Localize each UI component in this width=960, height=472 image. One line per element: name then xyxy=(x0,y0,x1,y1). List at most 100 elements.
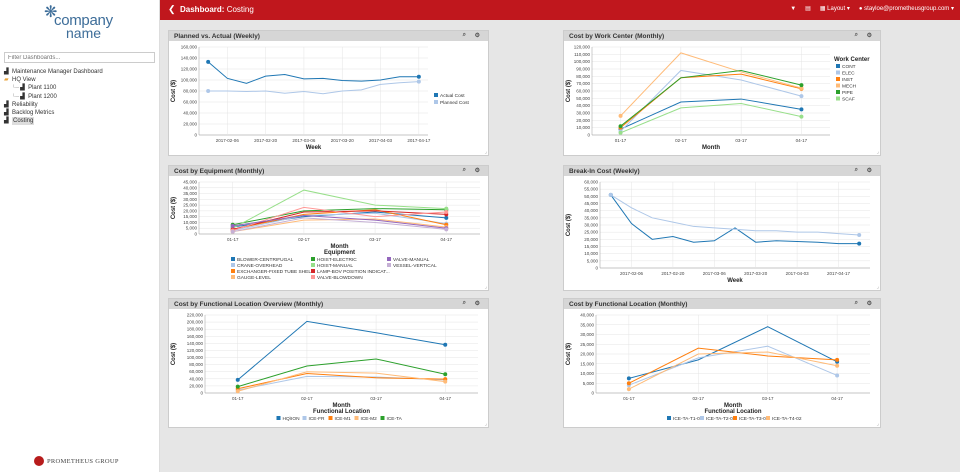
x-tick-label: 02-17 xyxy=(675,138,687,143)
y-tick-label: 160,000 xyxy=(181,45,198,50)
data-point[interactable] xyxy=(626,387,631,392)
data-point[interactable] xyxy=(443,379,448,384)
sidebar-item-label: Plant 1200 xyxy=(28,93,57,100)
back-chevron-icon[interactable]: ❮ xyxy=(168,4,176,14)
sidebar-item-plant-1100[interactable]: └─ ▟ Plant 1100 xyxy=(4,84,154,92)
resize-handle-icon[interactable]: ⌟ xyxy=(484,421,487,427)
layout-menu[interactable]: ▦ Layout ▾ xyxy=(819,6,850,12)
data-point[interactable] xyxy=(835,363,840,368)
data-point[interactable] xyxy=(444,210,449,215)
zoom-icon[interactable]: ⌕ xyxy=(854,167,858,173)
y-tick-label: 55,000 xyxy=(584,187,598,192)
series-line xyxy=(237,320,446,381)
data-point[interactable] xyxy=(444,206,449,211)
sidebar-item-label: Maintenance Manager Dashboard xyxy=(12,69,103,75)
data-point[interactable] xyxy=(230,229,235,234)
data-point[interactable] xyxy=(799,107,804,112)
zoom-icon[interactable]: ⌕ xyxy=(462,167,466,173)
data-point[interactable] xyxy=(799,86,804,91)
y-tick-label: 80,000 xyxy=(189,362,203,367)
company-logo: ❋ company name xyxy=(30,4,130,41)
data-point[interactable] xyxy=(618,113,623,118)
data-point[interactable] xyxy=(835,373,840,378)
gear-icon[interactable]: ⚙ xyxy=(474,33,480,39)
data-point[interactable] xyxy=(443,342,448,347)
zoom-icon[interactable]: ⌕ xyxy=(462,300,466,306)
legend-title: Functional Location xyxy=(705,409,762,415)
zoom-icon[interactable]: ⌕ xyxy=(854,300,858,306)
data-point[interactable] xyxy=(618,130,623,135)
y-axis-title: Cost ($) xyxy=(171,80,177,102)
series-line xyxy=(232,189,447,229)
resize-handle-icon[interactable]: ⌟ xyxy=(876,149,879,155)
data-point[interactable] xyxy=(608,192,613,197)
series-line xyxy=(237,358,446,388)
data-point[interactable] xyxy=(835,357,840,362)
sidebar-item-label: Backlog Metrics xyxy=(12,109,55,116)
data-point[interactable] xyxy=(235,377,240,382)
bar-chart-icon: ▟ xyxy=(20,85,25,92)
y-tick-label: 80,000 xyxy=(183,89,197,94)
legend-label: ICE-TA-T1-02 xyxy=(673,416,703,422)
legend-swatch xyxy=(311,263,315,267)
gear-icon[interactable]: ⚙ xyxy=(474,301,480,307)
gear-icon[interactable]: ⚙ xyxy=(866,168,872,174)
y-tick-label: 20,000 xyxy=(580,352,594,357)
y-tick-label: 30,000 xyxy=(576,111,590,116)
legend-label: MECH xyxy=(842,84,857,90)
data-point[interactable] xyxy=(235,389,240,394)
panel-title: Cost by Functional Location Overview (Mo… xyxy=(174,300,324,308)
y-tick-label: 110,000 xyxy=(574,52,590,57)
sidebar-item-costing[interactable]: ▟ Costing xyxy=(4,117,154,126)
y-tick-label: 35,000 xyxy=(580,322,594,327)
data-point[interactable] xyxy=(444,215,449,220)
resize-handle-icon[interactable]: ⌟ xyxy=(484,149,487,155)
y-tick-label: 120,000 xyxy=(574,45,591,50)
y-tick-label: 10,000 xyxy=(576,125,590,130)
legend-swatch xyxy=(311,257,315,261)
x-tick-label: 2017-04-17 xyxy=(407,138,431,143)
data-point[interactable] xyxy=(799,114,804,119)
sidebar-item-plant-1200[interactable]: └─ ▟ Plant 1200 xyxy=(4,93,154,101)
legend-label: HQ\ION xyxy=(283,416,301,422)
data-point[interactable] xyxy=(799,94,804,99)
gear-icon[interactable]: ⚙ xyxy=(866,301,872,307)
series-line xyxy=(620,69,802,132)
y-tick-label: 20,000 xyxy=(183,122,197,127)
sidebar-item-backlog-metrics[interactable]: ▟ Backlog Metrics xyxy=(4,109,154,117)
gear-icon[interactable]: ⚙ xyxy=(866,33,872,39)
data-point[interactable] xyxy=(799,83,804,88)
data-point[interactable] xyxy=(857,241,862,246)
filter-dashboards-input[interactable] xyxy=(4,52,155,63)
sidebar-item-reliability[interactable]: ▟ Reliability xyxy=(4,101,154,109)
data-point[interactable] xyxy=(857,233,862,238)
print-icon[interactable]: ▤ xyxy=(805,6,811,12)
resize-handle-icon[interactable]: ⌟ xyxy=(876,284,879,290)
user-menu[interactable]: ● stayloe@prometheusgroup.com ▾ xyxy=(858,6,954,12)
legend-swatch xyxy=(434,100,438,104)
sidebar-item-maintenance-manager-dashboard[interactable]: ▟ Maintenance Manager Dashboard xyxy=(4,68,154,76)
data-point[interactable] xyxy=(626,381,631,386)
resize-handle-icon[interactable]: ⌟ xyxy=(876,421,879,427)
legend-swatch xyxy=(836,77,840,81)
data-point[interactable] xyxy=(230,223,235,228)
zoom-icon[interactable]: ⌕ xyxy=(462,32,466,38)
y-axis-title: Cost ($) xyxy=(566,343,572,365)
data-point[interactable] xyxy=(235,384,240,389)
data-point[interactable] xyxy=(206,89,211,93)
gear-icon[interactable]: ⚙ xyxy=(474,168,480,174)
zoom-icon[interactable]: ⌕ xyxy=(854,32,858,38)
data-point[interactable] xyxy=(444,227,449,232)
data-point[interactable] xyxy=(416,79,421,84)
data-point[interactable] xyxy=(206,59,211,64)
resize-handle-icon[interactable]: ⌟ xyxy=(484,284,487,290)
data-point[interactable] xyxy=(626,376,631,381)
sidebar-item-hq-view[interactable]: ▰ HQ View xyxy=(4,76,154,84)
data-point[interactable] xyxy=(618,124,623,129)
x-tick-label: 04-17 xyxy=(439,396,451,401)
legend-title: Functional Location xyxy=(313,409,370,415)
data-point[interactable] xyxy=(443,372,448,377)
panel-2: Cost by Work Center (Monthly) ⌕ ⚙ ⌟ 0 10,000 2… xyxy=(563,30,881,156)
data-point[interactable] xyxy=(416,74,421,79)
filter-icon[interactable]: ▼ xyxy=(790,5,797,12)
